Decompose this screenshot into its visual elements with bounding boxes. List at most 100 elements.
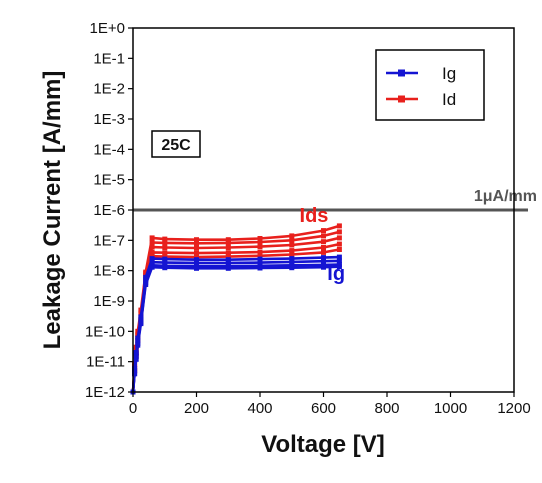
- series-id-point: [257, 244, 263, 250]
- y-tick-label: 1E-4: [93, 141, 125, 158]
- series-id-point: [336, 247, 342, 252]
- series-id-point: [149, 235, 155, 241]
- legend: Ig Id: [375, 49, 485, 121]
- legend-frame: [375, 49, 485, 121]
- y-tick-label: 1E-8: [93, 263, 125, 280]
- temperature-box-frame: [151, 130, 201, 158]
- series-id-point: [149, 249, 155, 255]
- series-ig-point: [132, 371, 138, 377]
- legend-marker-id: [398, 95, 405, 103]
- ticks-layer: 0 200 400 600 800 1000 1200 1E+0 1E-1 1E-2 1E-3 1E-…: [85, 20, 531, 417]
- series-ig-point: [149, 256, 155, 262]
- series-ig-point: [225, 260, 231, 266]
- series-ig-point: [162, 265, 168, 271]
- annotation-ids: Ids: [300, 205, 329, 227]
- series-id-point: [289, 233, 295, 239]
- x-tick-label: 200: [184, 400, 209, 417]
- series-ig-point: [321, 258, 326, 264]
- series-ig-point: [257, 265, 263, 271]
- series-ig-point: [336, 254, 342, 260]
- legend-item-id: Id: [386, 90, 456, 109]
- legend-marker-ig: [398, 69, 405, 77]
- series-id-point: [225, 254, 231, 260]
- series-id-point: [162, 250, 168, 256]
- series-id-point: [149, 240, 155, 245]
- y-tick-label: 1E-7: [93, 232, 125, 249]
- series-id-point: [162, 245, 168, 250]
- temperature-label: 25C: [161, 137, 191, 154]
- series-id-point: [336, 241, 342, 247]
- series-id-point: [257, 249, 263, 255]
- series-ig-point: [225, 265, 231, 271]
- series-ig-point: [149, 264, 155, 270]
- series-id-point: [336, 223, 342, 229]
- y-tick-label: 1E-12: [85, 384, 125, 401]
- series-id-point: [289, 242, 295, 248]
- y-tick-label: 1E+0: [90, 20, 125, 37]
- annotation-ig: Ig: [327, 263, 345, 285]
- x-tick-label: 1000: [434, 400, 467, 417]
- series-id-point: [149, 244, 155, 250]
- series-ig-point: [149, 259, 155, 265]
- series-id-point: [321, 239, 326, 245]
- y-tick-label: 1E-10: [85, 323, 125, 340]
- series-id-point: [289, 252, 295, 257]
- y-tick-label: 1E-9: [93, 293, 125, 310]
- series-id-point: [336, 235, 342, 241]
- series-id-point: [289, 237, 295, 243]
- x-axis-title: Voltage [V]: [261, 431, 385, 458]
- series-id-point: [321, 228, 326, 234]
- series-ig-point: [257, 260, 263, 266]
- series-ig-point: [289, 256, 295, 262]
- series-id-point: [162, 240, 168, 246]
- y-tick-label: 1E-1: [93, 50, 125, 67]
- series-ig-point: [194, 260, 199, 266]
- series-ig-point: [194, 265, 199, 271]
- y-tick-label: 1E-11: [86, 354, 125, 371]
- series-id-point: [225, 240, 231, 246]
- series-id-point: [321, 249, 326, 255]
- series-ig-point: [336, 258, 342, 264]
- legend-item-ig: Ig: [386, 64, 456, 83]
- legend-label-id: Id: [442, 90, 456, 109]
- series-ig-point: [336, 264, 342, 270]
- series-id-point: [321, 245, 326, 250]
- x-tick-label: 0: [129, 400, 137, 417]
- x-tick-label: 600: [311, 400, 336, 417]
- x-tick-label: 400: [247, 400, 272, 417]
- y-tick-label: 1E-5: [93, 172, 125, 189]
- series-id-point: [225, 250, 231, 256]
- series-ig-point: [225, 257, 231, 263]
- series-id-point: [194, 254, 199, 260]
- series-id-point: [336, 229, 342, 235]
- y-tick-label: 1E-2: [93, 81, 125, 98]
- x-tick-label: 800: [374, 400, 399, 417]
- series-ig-point: [257, 256, 263, 262]
- series-id-point: [289, 248, 295, 254]
- series-id-point: [194, 240, 199, 246]
- series-ig-point: [135, 342, 141, 348]
- series-id-point: [225, 245, 231, 250]
- series-ig-point: [289, 259, 295, 265]
- series-id-point: [162, 236, 168, 242]
- series-ig-point: [133, 356, 139, 362]
- series-ig-point: [289, 265, 295, 271]
- series-id-point: [194, 245, 199, 251]
- y-tick-label: 1E-3: [93, 111, 125, 128]
- series-id-point: [257, 236, 263, 241]
- series-ig-point: [162, 256, 168, 262]
- series-ig-point: [321, 255, 326, 261]
- reference-line-label: 1μA/mm: [474, 188, 537, 205]
- legend-label-ig: Ig: [442, 64, 456, 83]
- series-ig-point: [321, 264, 326, 270]
- y-axis-title: Leakage Current [A/mm]: [39, 71, 66, 350]
- series-id-point: [194, 237, 199, 243]
- series-layer: [130, 223, 342, 395]
- series-id-point: [194, 250, 199, 256]
- series-ig-point: [162, 260, 168, 266]
- series-ig-point: [138, 321, 144, 327]
- series-id-point: [257, 253, 263, 259]
- x-tick-label: 1200: [497, 400, 530, 417]
- y-tick-label: 1E-6: [93, 202, 125, 219]
